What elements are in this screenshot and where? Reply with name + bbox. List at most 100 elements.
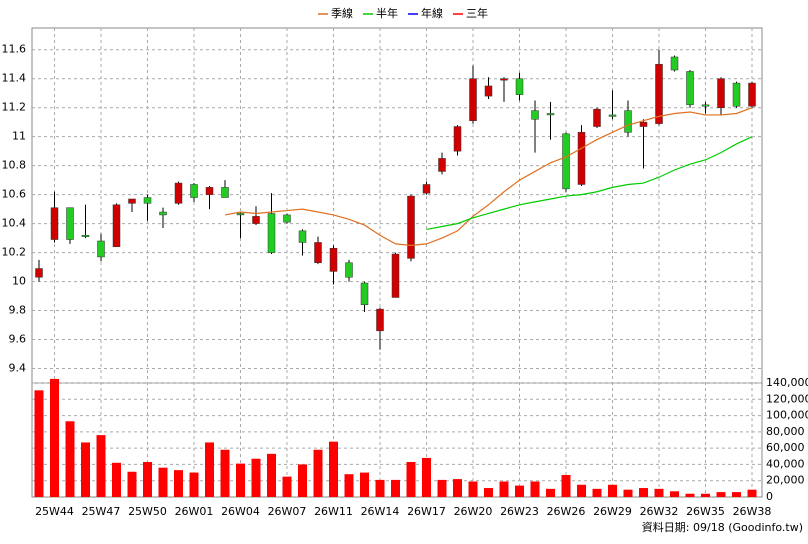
x-tick-label: 26W26 — [547, 505, 586, 518]
candle-body — [376, 308, 384, 332]
candle-body — [329, 247, 338, 272]
candle-body — [655, 63, 663, 124]
volume-bar — [546, 488, 555, 497]
y-tick-label: 11.6 — [2, 43, 27, 56]
candle-body — [360, 282, 369, 306]
volume-bar — [313, 449, 323, 497]
volume-bar — [236, 463, 245, 497]
candle-body — [128, 198, 136, 204]
y-tick-label: 10.2 — [2, 246, 27, 259]
candle-body — [469, 78, 477, 121]
candle-body — [407, 195, 415, 259]
volume-bar — [329, 441, 338, 497]
volume-bar — [406, 461, 416, 497]
candle-body — [97, 240, 105, 258]
candle-body — [438, 158, 446, 172]
candle-body — [515, 78, 524, 95]
legend-label: 三年 — [466, 6, 488, 20]
x-tick-label: 26W35 — [686, 505, 725, 518]
candle-body — [50, 207, 59, 240]
candle-body — [66, 207, 74, 240]
volume-bar — [654, 488, 664, 497]
x-tick-label: 26W32 — [640, 505, 679, 518]
volume-bar — [220, 449, 230, 497]
y2-tick-label: 40,000 — [766, 457, 805, 470]
volume-bar — [143, 461, 152, 497]
candle-body — [112, 204, 121, 248]
volume-bar — [484, 488, 493, 497]
volume-bar — [670, 491, 679, 497]
candle-body — [252, 216, 260, 224]
volume-bar — [453, 479, 462, 497]
candle-body — [686, 71, 694, 106]
candle-body — [81, 234, 90, 237]
candle-body — [484, 85, 493, 97]
y-tick-label: 10.8 — [2, 159, 27, 172]
x-tick-label: 26W20 — [454, 505, 493, 518]
y-tick-label: 10 — [12, 275, 26, 288]
volume-bar — [685, 493, 695, 497]
volume-bar — [360, 472, 369, 497]
candle-body — [577, 132, 586, 185]
volume-bar — [608, 484, 617, 497]
legend-label: 半年 — [376, 6, 398, 20]
x-tick-label: 26W11 — [314, 505, 353, 518]
y2-tick-label: 60,000 — [766, 441, 805, 454]
y2-tick-label: 20,000 — [766, 474, 805, 487]
y-tick-label: 10.6 — [2, 188, 27, 201]
x-tick-label: 25W50 — [128, 505, 167, 518]
candle-body — [639, 121, 648, 127]
y-tick-label: 10.4 — [2, 217, 27, 230]
candle-body — [624, 110, 632, 133]
legend-label: 季線 — [331, 6, 353, 20]
x-tick-label: 26W38 — [733, 505, 772, 518]
x-tick-label: 25W47 — [82, 505, 121, 518]
volume-bar — [282, 476, 292, 497]
y-tick-label: 11 — [12, 130, 26, 143]
candle-body — [593, 108, 601, 127]
candle-body — [283, 214, 291, 223]
y-tick-label: 11.2 — [2, 101, 27, 114]
y2-tick-label: 100,000 — [766, 409, 808, 422]
volume-bar — [375, 479, 385, 497]
volume-bar — [205, 442, 214, 497]
candle-body — [500, 78, 508, 81]
volume-bar — [468, 481, 478, 497]
candle-body — [391, 253, 400, 298]
volume-bar — [267, 453, 276, 497]
y-tick-label: 9.8 — [9, 304, 27, 317]
volume-bar — [112, 462, 121, 497]
candle-body — [531, 110, 539, 120]
volume-bar — [34, 390, 44, 497]
volume-bar — [561, 475, 571, 497]
candle-body — [345, 262, 353, 278]
y2-tick-label: 120,000 — [766, 392, 808, 405]
candle-body — [174, 182, 183, 204]
x-tick-label: 26W01 — [175, 505, 214, 518]
candle-body — [701, 104, 710, 107]
legend-label: 年線 — [421, 6, 443, 20]
volume-bar — [437, 479, 447, 497]
volume-bar — [127, 471, 137, 497]
volume-bar — [716, 492, 726, 497]
volume-bar — [96, 435, 106, 497]
x-tick-label: 26W14 — [361, 505, 400, 518]
x-tick-label: 25W44 — [35, 505, 74, 518]
candle-body — [314, 242, 322, 263]
volume-bar — [499, 481, 509, 497]
volume-bar — [747, 489, 757, 497]
candle-body — [717, 78, 725, 108]
volume-bar — [81, 442, 90, 497]
candle-body — [205, 187, 214, 195]
y2-tick-label: 0 — [766, 490, 773, 503]
candle-body — [453, 126, 462, 152]
candle-body — [190, 184, 198, 198]
candle-body — [221, 187, 229, 198]
candle-body — [562, 133, 570, 190]
volume-bar — [515, 485, 524, 497]
y-tick-label: 9.4 — [9, 362, 27, 375]
volume-bar — [623, 489, 633, 497]
candle-body — [732, 82, 741, 107]
volume-bar — [158, 467, 168, 497]
x-tick-label: 26W23 — [500, 505, 539, 518]
